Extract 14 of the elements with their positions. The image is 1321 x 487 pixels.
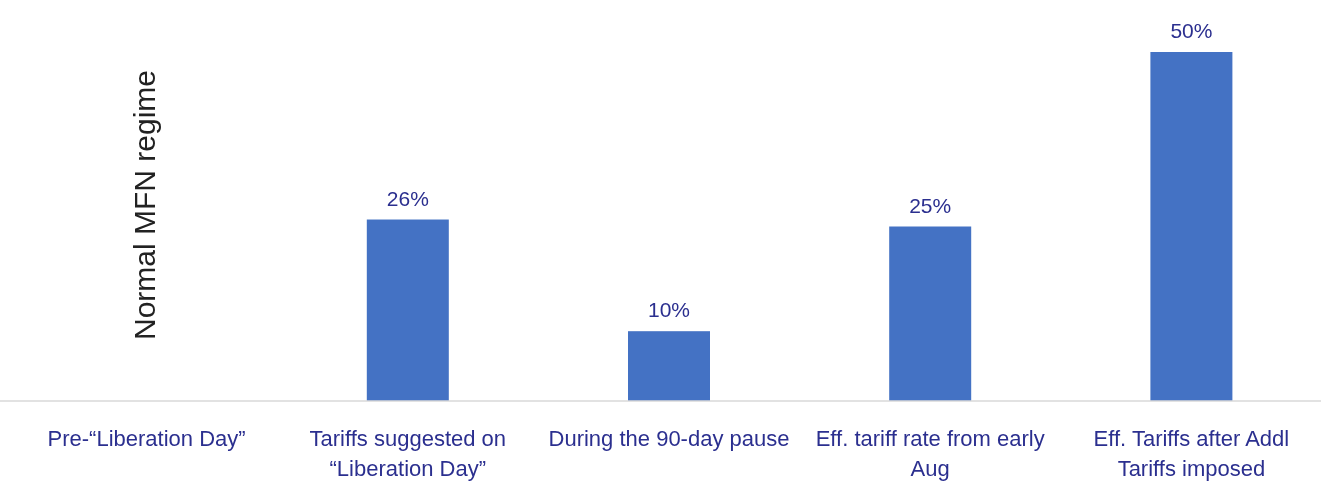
bar bbox=[889, 226, 972, 401]
x-tick-label: During the 90-day pause bbox=[548, 426, 790, 451]
annotation: Normal MFN regime bbox=[127, 69, 161, 341]
x-tick-label: Tariffs suggested on “Liberation Day” bbox=[309, 426, 507, 481]
data-label: 25% bbox=[909, 193, 952, 217]
x-tick-label: Eff. Tariffs after Addl Tariffs imposed bbox=[1093, 426, 1290, 481]
bar bbox=[366, 219, 449, 401]
data-label: 10% bbox=[647, 298, 691, 322]
data-label: 26% bbox=[386, 186, 429, 210]
data-label: 50% bbox=[1170, 19, 1213, 42]
x-tick-label: Eff. tariff rate from early Aug bbox=[815, 426, 1045, 481]
x-tick-label: Pre-“Liberation Day” bbox=[47, 426, 246, 451]
bar bbox=[1150, 52, 1233, 401]
bar bbox=[628, 331, 710, 401]
